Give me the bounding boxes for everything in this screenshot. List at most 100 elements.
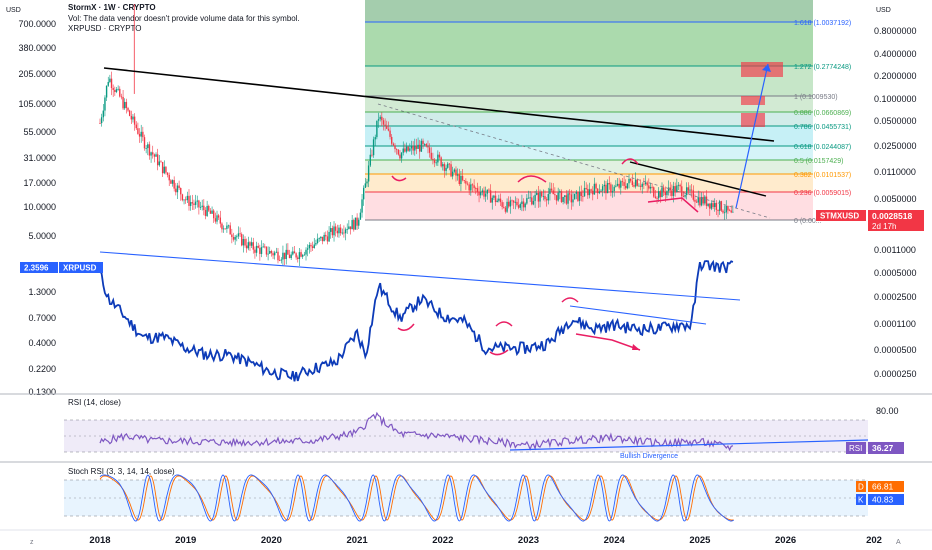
candle-body <box>224 228 226 230</box>
xrp-price-badge: 2.3596 XRPUSD <box>20 262 103 273</box>
candle-body <box>189 202 192 206</box>
candle-body <box>466 183 469 185</box>
candle-body <box>461 175 464 181</box>
candle-body <box>287 249 289 255</box>
candle-body <box>236 236 238 238</box>
candle-body <box>191 202 193 204</box>
stoch-panel: Stoch RSI (3, 3, 14, 14, close) D 66.81 … <box>64 467 904 522</box>
candle-body <box>257 245 259 248</box>
fib-level-label: 0.5 (0.0157429) <box>794 158 843 165</box>
candle-body <box>427 146 429 148</box>
fib-level-label: 1.618 (1.0037192) <box>794 20 851 27</box>
candle-body <box>242 238 245 246</box>
short-trendline[interactable] <box>629 161 767 197</box>
fib-level-label: 0.236 (0.0059015) <box>794 190 851 197</box>
x-tick-label: 2022 <box>432 535 453 546</box>
candle-body <box>639 185 642 187</box>
candle-body <box>391 136 393 144</box>
candle-body <box>198 200 200 208</box>
xrp-descending-trendline[interactable] <box>99 251 741 301</box>
candle-body <box>315 243 317 245</box>
left-tick-label: 5.0000 <box>28 231 56 241</box>
fib-level-label: 0 (0.00... <box>794 218 822 225</box>
candle-body <box>171 180 174 184</box>
candle-body <box>509 200 512 207</box>
stoch-k-value: 40.83 <box>872 495 894 505</box>
candle-body <box>550 188 553 191</box>
candle-body <box>554 194 556 196</box>
candle-body <box>715 202 718 210</box>
candle-body <box>232 237 235 240</box>
rsi-badge-name: RSI <box>849 444 862 453</box>
candle-body <box>534 194 536 201</box>
candle-body <box>475 188 477 189</box>
candle-body <box>270 251 273 254</box>
candle-body <box>262 246 264 248</box>
candle-body <box>643 183 645 185</box>
candle-body <box>170 180 172 184</box>
candle-body <box>483 190 485 197</box>
candle-body <box>514 201 517 203</box>
candle-body <box>100 117 103 124</box>
candle-body <box>330 228 332 232</box>
candle-body <box>196 200 198 202</box>
descending-trendline[interactable] <box>103 67 775 142</box>
candle-body <box>440 157 442 167</box>
candle-body <box>353 220 355 230</box>
candle-body <box>409 148 411 151</box>
candle-body <box>702 196 704 204</box>
candle-body <box>651 186 653 188</box>
candle-body <box>399 154 401 159</box>
target-box-2 <box>741 96 765 105</box>
candle-body <box>544 196 546 200</box>
left-currency-label: USD <box>6 7 21 14</box>
auto-scale-icon[interactable]: A <box>896 539 901 546</box>
candle-body <box>336 230 339 234</box>
dashed-trendline[interactable] <box>377 103 771 219</box>
candle-body <box>717 209 719 211</box>
candle-body <box>203 205 205 211</box>
candle-body <box>699 197 701 206</box>
candle-body <box>128 110 131 116</box>
candle-body <box>132 116 134 120</box>
candle-body <box>573 193 576 200</box>
overlay-symbol-label: XRPUSD · CRYPTO <box>68 24 142 33</box>
candle-body <box>539 192 541 202</box>
zoom-icon[interactable]: z <box>30 539 34 546</box>
candle-body <box>468 184 470 191</box>
candle-body <box>166 172 169 175</box>
candle-body <box>600 190 602 192</box>
candle-body <box>593 183 596 195</box>
candle-body <box>194 201 197 205</box>
candle-body <box>656 197 658 199</box>
x-tick-label: 2024 <box>604 535 626 546</box>
right-tick-label: 0.0001100 <box>874 319 916 329</box>
candle-body <box>142 131 144 138</box>
candle-body <box>501 202 503 207</box>
candle-body <box>557 192 559 201</box>
candle-body <box>325 234 327 237</box>
candle-body <box>648 185 650 189</box>
projection-arrow[interactable] <box>735 63 769 209</box>
candle-body <box>481 190 484 193</box>
candle-body <box>138 133 141 137</box>
price-arcs <box>391 158 699 213</box>
svg-text:2d 17h: 2d 17h <box>872 222 896 231</box>
candle-body <box>181 194 184 201</box>
candle-body <box>598 191 601 194</box>
x-tick-label: 2026 <box>775 535 796 546</box>
candle-body <box>720 201 723 211</box>
candle-body <box>486 189 488 194</box>
xrp-short-trendline[interactable] <box>569 305 707 325</box>
left-tick-label: 0.2200 <box>28 364 56 374</box>
candle-body <box>503 206 505 208</box>
candle-body <box>364 183 367 188</box>
candle-body <box>438 154 441 158</box>
candle-body <box>99 122 101 124</box>
candle-body <box>305 249 307 255</box>
candle-body <box>646 182 648 186</box>
candle-body <box>405 146 408 152</box>
candle-body <box>516 201 518 206</box>
candle-body <box>204 210 207 216</box>
